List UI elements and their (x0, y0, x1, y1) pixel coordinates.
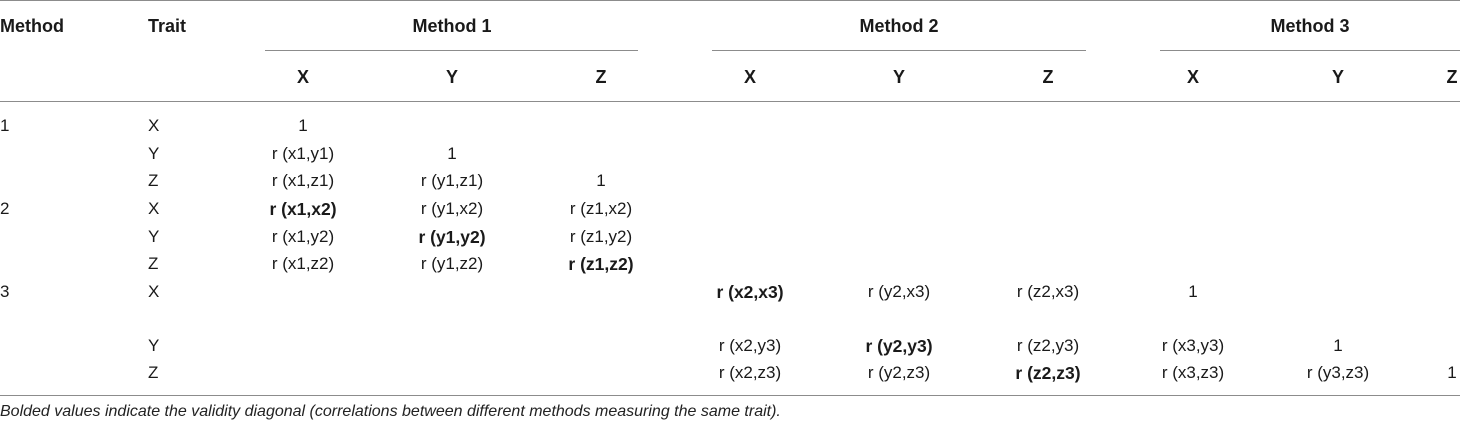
subheader-1-y: Y (445, 67, 459, 87)
header-group-method-2: Method 2 (859, 16, 939, 36)
subheader-3-y: Y (1331, 67, 1345, 87)
subheader-2-z: Z (1042, 67, 1054, 87)
subheader-1-x: X (296, 67, 310, 87)
validity-cell: r (z2,z3) (1015, 363, 1081, 383)
correlation-cell: r (x2,y3) (718, 336, 782, 355)
header-method: Method (0, 16, 64, 36)
correlation-cell: r (z2,y3) (1016, 336, 1080, 355)
correlation-cell: r (y2,z3) (867, 363, 931, 382)
row-method: 1 (0, 116, 10, 135)
correlation-cell: r (y1,x2) (420, 199, 484, 218)
correlation-cell: r (x3,y3) (1161, 336, 1225, 355)
correlation-cell: r (x2,z3) (718, 363, 782, 382)
correlation-cell: 1 (447, 144, 457, 163)
group-rule-method-3 (1160, 50, 1460, 51)
validity-cell: r (x1,x2) (269, 199, 337, 219)
row-trait: Z (148, 254, 159, 273)
header-group-method-1: Method 1 (412, 16, 492, 36)
row-trait: X (148, 116, 160, 135)
correlation-cell: r (x1,z2) (271, 254, 335, 273)
footnote: Bolded values indicate the validity diag… (0, 403, 781, 420)
header-group-method-3: Method 3 (1270, 16, 1350, 36)
correlation-cell: 1 (298, 116, 308, 135)
top-rule (0, 0, 1460, 1)
validity-cell: r (y2,y3) (865, 336, 933, 356)
subheader-1-z: Z (595, 67, 607, 87)
correlation-cell: r (y3,z3) (1306, 363, 1370, 382)
validity-cell: r (x2,x3) (716, 282, 784, 302)
header-trait: Trait (148, 16, 187, 36)
correlation-cell: r (y2,x3) (867, 282, 931, 301)
correlation-cell: r (x1,z1) (271, 171, 335, 190)
row-trait: X (148, 199, 160, 218)
correlation-cell: 1 (596, 171, 606, 190)
row-trait: Y (148, 144, 160, 163)
correlation-cell: r (x3,z3) (1161, 363, 1225, 382)
correlation-cell: 1 (1188, 282, 1198, 301)
row-method: 3 (0, 282, 10, 301)
subheader-3-x: X (1186, 67, 1200, 87)
correlation-cell: r (x1,y1) (271, 144, 335, 163)
correlation-cell: r (x1,y2) (271, 227, 335, 246)
header-bottom-rule (0, 101, 1460, 102)
correlation-cell: 1 (1447, 363, 1457, 382)
subheader-3-z: Z (1446, 67, 1458, 87)
row-trait: Y (148, 336, 160, 355)
group-rule-method-2 (712, 50, 1086, 51)
correlation-cell: r (z2,x3) (1016, 282, 1080, 301)
validity-cell: r (z1,z2) (568, 254, 634, 274)
subheader-2-x: X (743, 67, 757, 87)
group-rule-method-1 (265, 50, 638, 51)
row-method: 2 (0, 199, 10, 218)
correlation-cell: 1 (1333, 336, 1343, 355)
correlation-cell: r (z1,x2) (569, 199, 633, 218)
row-trait: Z (148, 171, 159, 190)
correlation-cell: r (y1,z2) (420, 254, 484, 273)
bottom-rule (0, 395, 1460, 396)
row-trait: Z (148, 363, 159, 382)
subheader-2-y: Y (892, 67, 906, 87)
row-trait: Y (148, 227, 160, 246)
correlation-cell: r (z1,y2) (569, 227, 633, 246)
correlation-cell: r (y1,z1) (420, 171, 484, 190)
row-trait: X (148, 282, 160, 301)
validity-cell: r (y1,y2) (418, 227, 486, 247)
